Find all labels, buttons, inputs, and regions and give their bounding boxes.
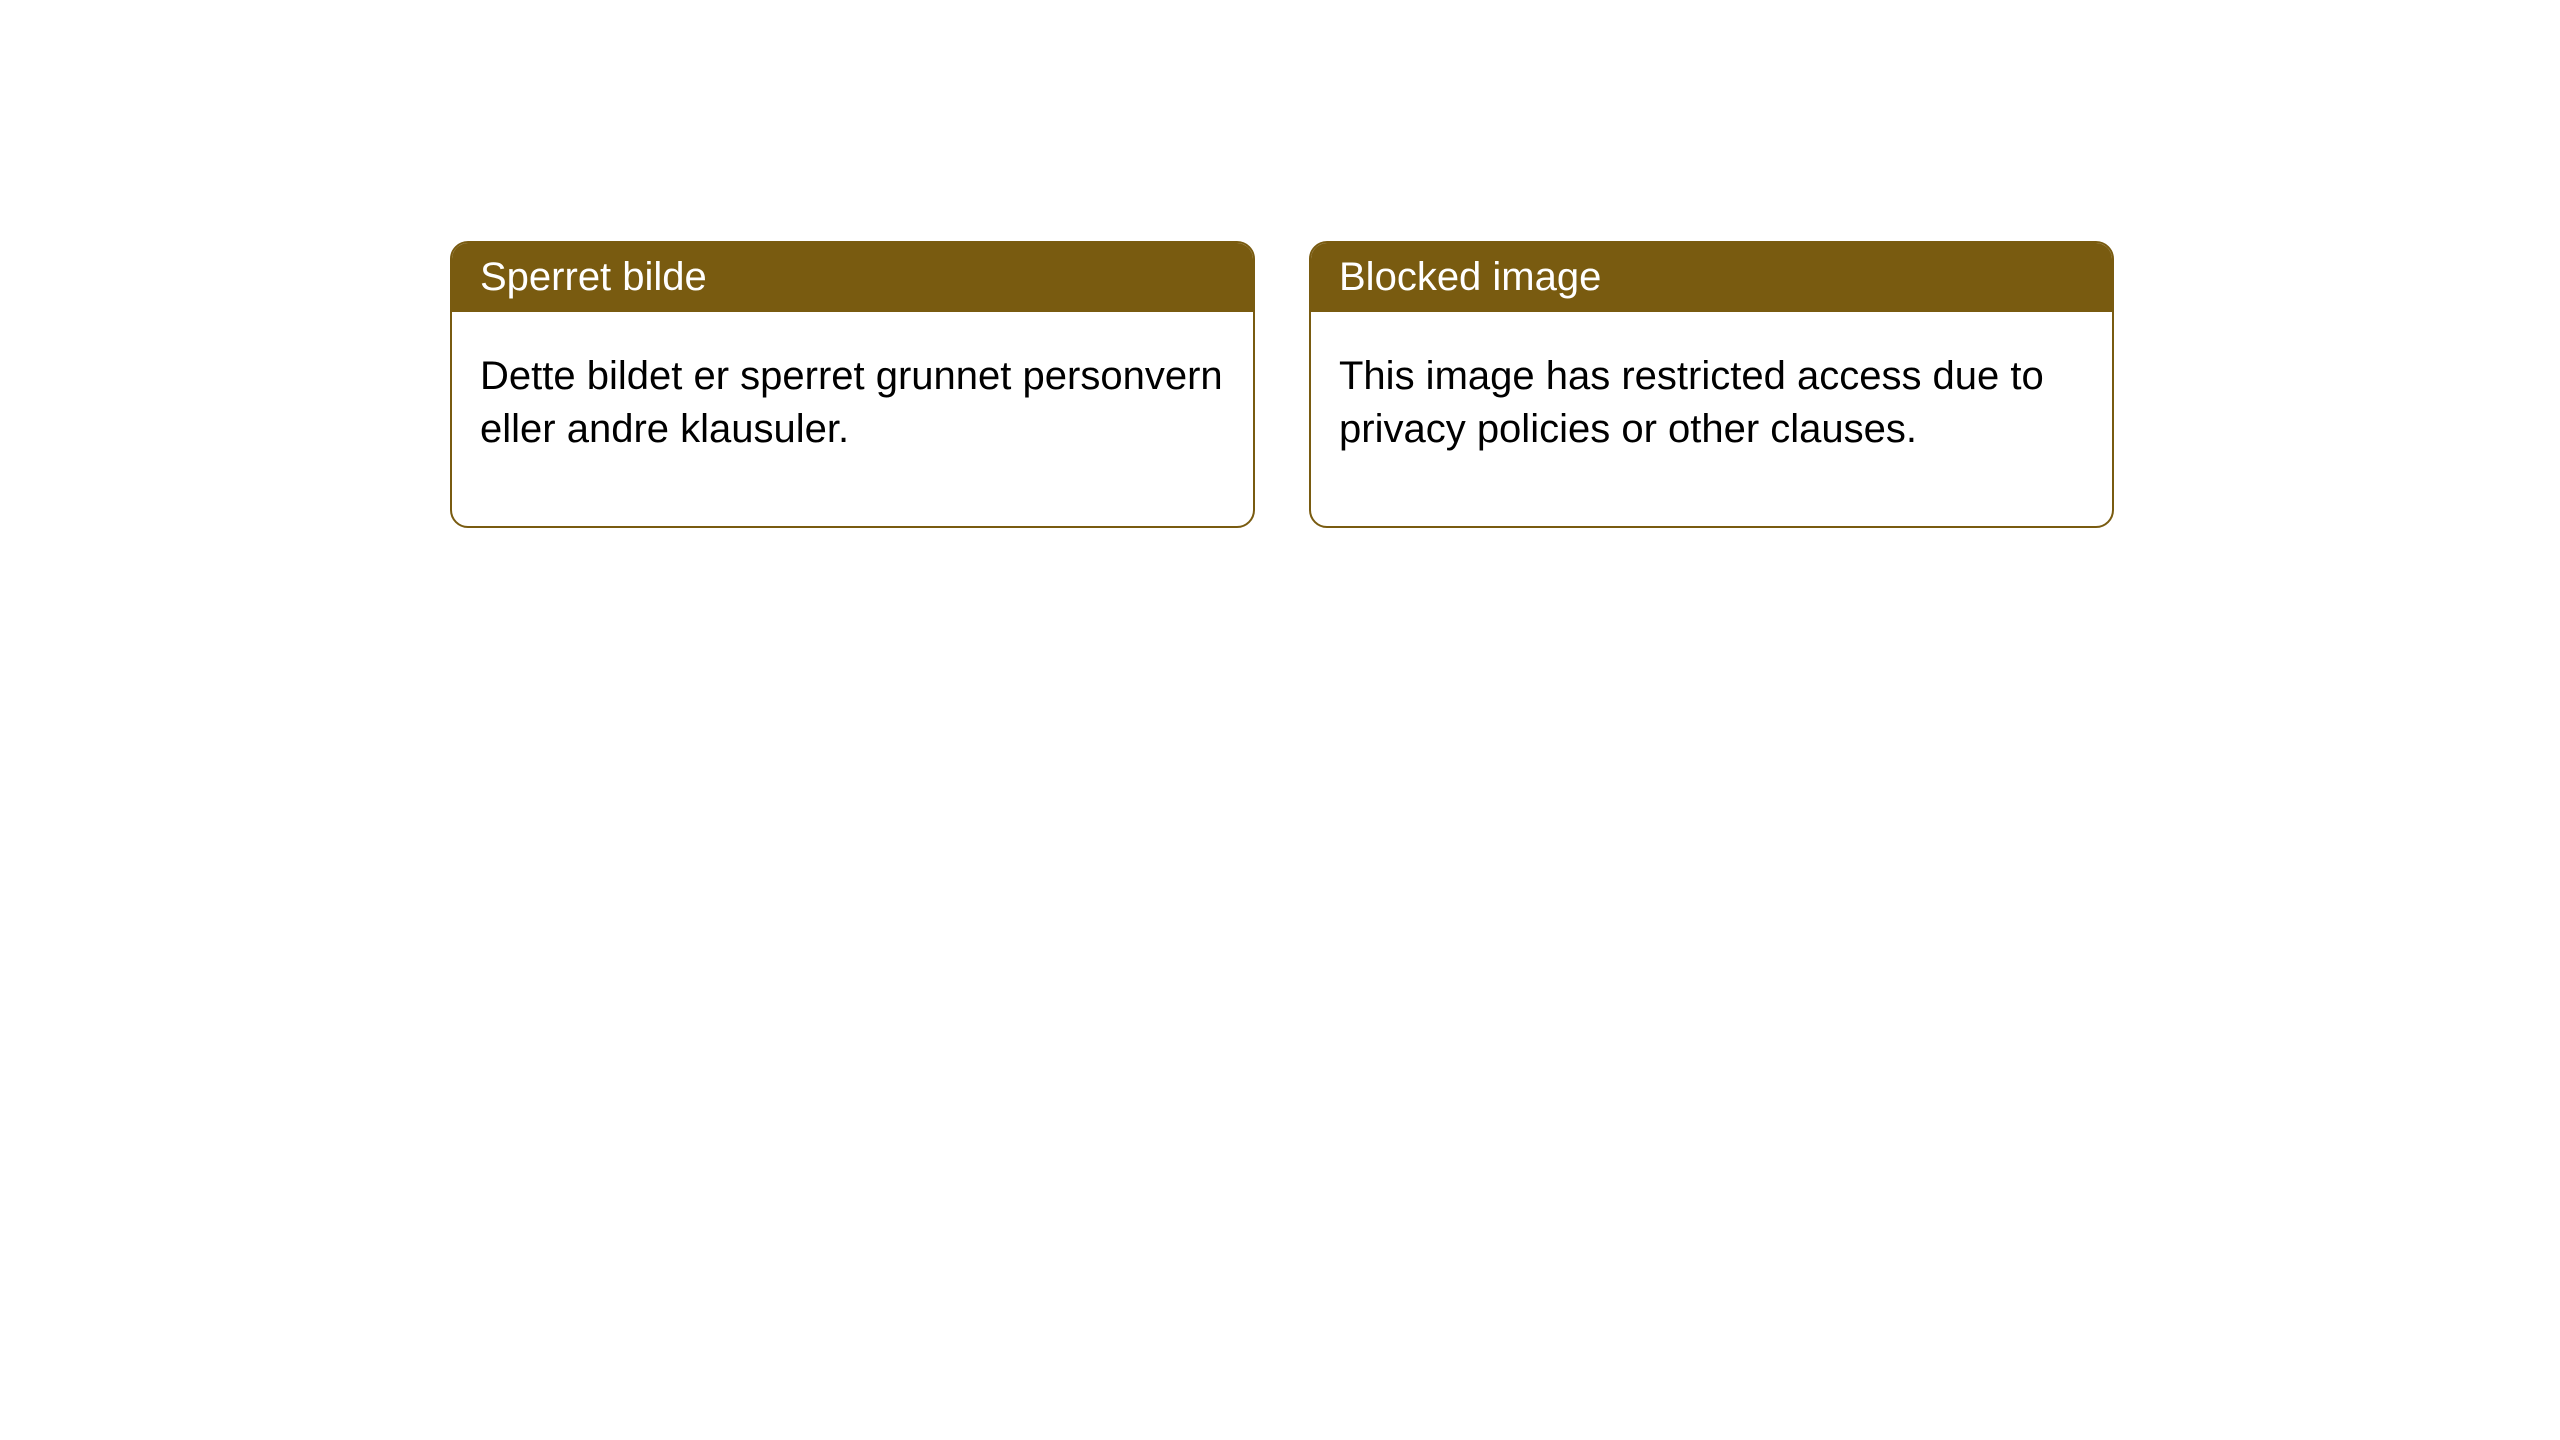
notice-title: Sperret bilde — [480, 255, 707, 299]
notice-card-body: This image has restricted access due to … — [1311, 312, 2112, 526]
notice-card-english: Blocked image This image has restricted … — [1309, 241, 2114, 528]
notice-title: Blocked image — [1339, 255, 1601, 299]
notice-card-header: Sperret bilde — [452, 243, 1253, 312]
notice-card-header: Blocked image — [1311, 243, 2112, 312]
notice-container: Sperret bilde Dette bildet er sperret gr… — [450, 241, 2114, 528]
notice-body-text: This image has restricted access due to … — [1339, 354, 2044, 451]
notice-body-text: Dette bildet er sperret grunnet personve… — [480, 354, 1223, 451]
notice-card-norwegian: Sperret bilde Dette bildet er sperret gr… — [450, 241, 1255, 528]
notice-card-body: Dette bildet er sperret grunnet personve… — [452, 312, 1253, 526]
